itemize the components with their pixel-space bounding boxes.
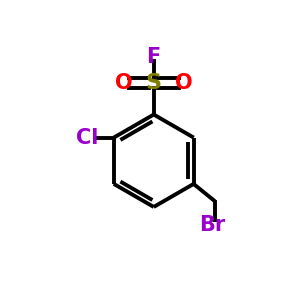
Text: O: O bbox=[175, 74, 193, 93]
Text: F: F bbox=[147, 47, 161, 67]
Text: Cl: Cl bbox=[76, 128, 98, 148]
Text: Br: Br bbox=[199, 215, 225, 236]
Text: S: S bbox=[146, 74, 162, 93]
Text: O: O bbox=[115, 74, 133, 93]
